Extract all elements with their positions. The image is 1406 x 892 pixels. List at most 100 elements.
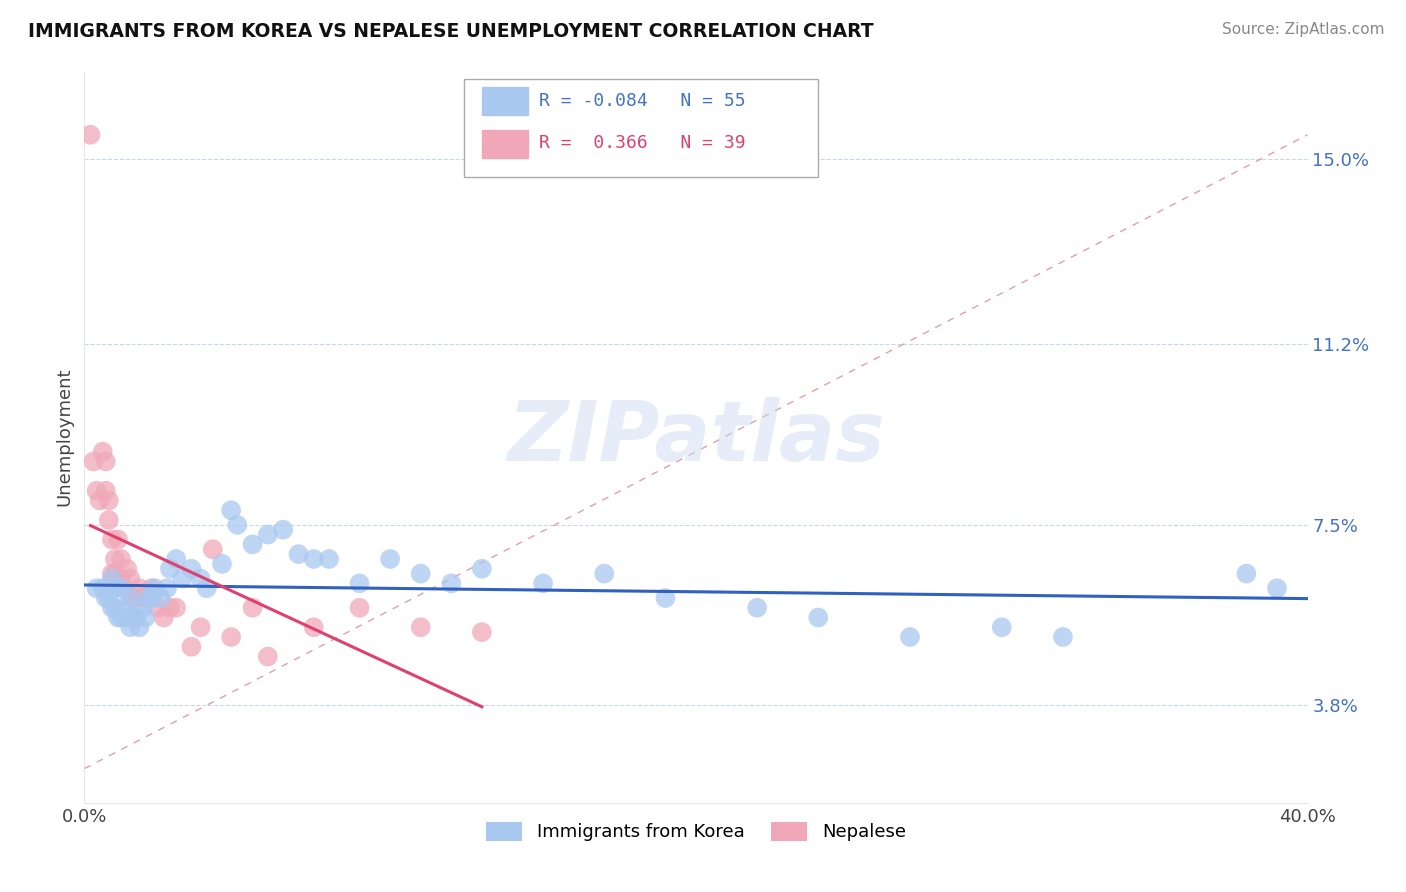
Point bbox=[131, 600, 153, 615]
Point bbox=[86, 581, 108, 595]
Point bbox=[107, 533, 129, 547]
Point bbox=[146, 600, 169, 615]
Point bbox=[110, 610, 132, 624]
Point bbox=[97, 591, 120, 605]
Point bbox=[141, 581, 163, 595]
Text: R = -0.084   N = 55: R = -0.084 N = 55 bbox=[540, 92, 747, 110]
Point bbox=[94, 591, 117, 605]
Point bbox=[226, 517, 249, 532]
Point bbox=[287, 547, 309, 561]
Point bbox=[94, 454, 117, 468]
Point bbox=[242, 600, 264, 615]
Point bbox=[120, 591, 142, 605]
Point bbox=[190, 620, 212, 634]
Point bbox=[409, 566, 432, 581]
Point bbox=[180, 640, 202, 654]
Point bbox=[153, 610, 176, 624]
Bar bbox=[482, 130, 529, 158]
Point bbox=[302, 620, 325, 634]
Point bbox=[101, 572, 124, 586]
Point bbox=[349, 600, 371, 615]
Point bbox=[107, 610, 129, 624]
Point bbox=[440, 576, 463, 591]
Point bbox=[807, 610, 830, 624]
Point bbox=[219, 503, 242, 517]
Point bbox=[122, 610, 145, 624]
Point bbox=[104, 581, 127, 595]
Point bbox=[156, 581, 179, 595]
Point bbox=[138, 591, 160, 605]
Point bbox=[271, 523, 294, 537]
Point bbox=[1236, 566, 1258, 581]
Point bbox=[112, 581, 135, 595]
Text: R =  0.366   N = 39: R = 0.366 N = 39 bbox=[540, 134, 747, 152]
Point bbox=[349, 576, 371, 591]
Point bbox=[211, 557, 233, 571]
Point bbox=[128, 620, 150, 634]
FancyBboxPatch shape bbox=[464, 78, 818, 178]
Point bbox=[115, 610, 138, 624]
Point bbox=[125, 591, 148, 605]
Point bbox=[101, 533, 124, 547]
Point bbox=[120, 620, 142, 634]
Point bbox=[654, 591, 676, 605]
Point bbox=[1265, 581, 1288, 595]
Point bbox=[104, 600, 127, 615]
Text: Source: ZipAtlas.com: Source: ZipAtlas.com bbox=[1222, 22, 1385, 37]
Point bbox=[409, 620, 432, 634]
Point bbox=[242, 537, 264, 551]
Point bbox=[471, 625, 494, 640]
Point bbox=[86, 483, 108, 498]
Point bbox=[219, 630, 242, 644]
Point bbox=[165, 600, 187, 615]
Point bbox=[180, 562, 202, 576]
Point bbox=[135, 591, 157, 605]
Point bbox=[471, 562, 494, 576]
Point bbox=[115, 562, 138, 576]
Point bbox=[195, 581, 218, 595]
Point bbox=[318, 552, 340, 566]
Point bbox=[97, 493, 120, 508]
Point bbox=[101, 600, 124, 615]
Point bbox=[110, 581, 132, 595]
Point bbox=[190, 572, 212, 586]
Point bbox=[135, 610, 157, 624]
Point bbox=[104, 566, 127, 581]
Point bbox=[159, 600, 181, 615]
Point bbox=[531, 576, 554, 591]
Point bbox=[89, 493, 111, 508]
Legend: Immigrants from Korea, Nepalese: Immigrants from Korea, Nepalese bbox=[479, 814, 912, 848]
Point bbox=[991, 620, 1014, 634]
Point bbox=[159, 562, 181, 576]
Point bbox=[257, 527, 280, 541]
Point bbox=[898, 630, 921, 644]
Point bbox=[91, 581, 114, 595]
Point bbox=[302, 552, 325, 566]
Point bbox=[110, 552, 132, 566]
Point bbox=[122, 591, 145, 605]
Text: IMMIGRANTS FROM KOREA VS NEPALESE UNEMPLOYMENT CORRELATION CHART: IMMIGRANTS FROM KOREA VS NEPALESE UNEMPL… bbox=[28, 22, 873, 41]
Point bbox=[143, 581, 166, 595]
Point bbox=[112, 600, 135, 615]
Point bbox=[172, 572, 194, 586]
Point bbox=[94, 483, 117, 498]
Point bbox=[149, 591, 172, 605]
Point bbox=[128, 581, 150, 595]
Point bbox=[101, 566, 124, 581]
Text: ZIPatlas: ZIPatlas bbox=[508, 397, 884, 477]
Point bbox=[83, 454, 105, 468]
Bar bbox=[482, 87, 529, 115]
Y-axis label: Unemployment: Unemployment bbox=[55, 368, 73, 507]
Point bbox=[380, 552, 402, 566]
Point bbox=[141, 591, 163, 605]
Point bbox=[201, 542, 224, 557]
Point bbox=[257, 649, 280, 664]
Point bbox=[747, 600, 769, 615]
Point bbox=[125, 610, 148, 624]
Point bbox=[120, 572, 142, 586]
Point bbox=[91, 444, 114, 458]
Point bbox=[104, 552, 127, 566]
Point bbox=[165, 552, 187, 566]
Point bbox=[593, 566, 616, 581]
Point bbox=[131, 591, 153, 605]
